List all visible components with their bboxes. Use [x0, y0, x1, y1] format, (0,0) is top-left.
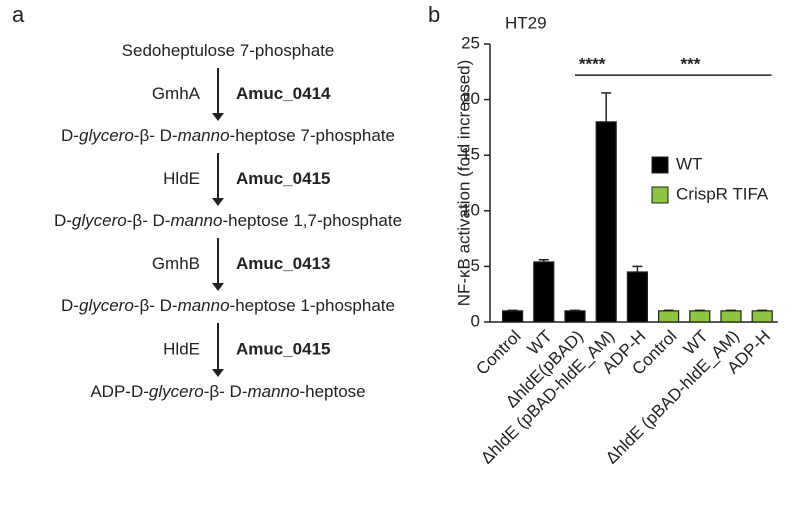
y-axis-label: NF-κB activation (fold increased): [454, 60, 473, 307]
compound-part: glycero: [149, 382, 204, 401]
legend-label: CrispR TIFA: [676, 184, 769, 203]
y-tick-label: 25: [461, 33, 480, 52]
gene: Amuc_0414: [236, 84, 331, 103]
legend-swatch: [651, 186, 669, 204]
compound-part: Sedoheptulose 7-phosphate: [122, 41, 335, 60]
significance-label: ***: [681, 55, 701, 74]
gene: Amuc_0413: [236, 254, 331, 273]
compound: Sedoheptulose 7-phosphate: [122, 41, 335, 60]
compound-part: -β- D-: [134, 126, 178, 145]
legend-label: WT: [676, 154, 702, 173]
chart-title: HT29: [505, 13, 547, 32]
compound: ADP-D-glycero-β- D-manno-heptose: [90, 382, 365, 401]
bar: [626, 271, 649, 323]
bar: [689, 310, 711, 323]
compound: D-glycero-β- D-manno-heptose 1,7-phospha…: [54, 211, 402, 230]
compound-part: manno: [178, 126, 230, 145]
compound-part: glycero: [72, 211, 127, 230]
y-tick-label: 0: [471, 311, 480, 330]
enzyme: GmhA: [152, 84, 201, 103]
gene: Amuc_0415: [236, 169, 331, 188]
panel-label: b: [428, 2, 440, 27]
compound-part: manno: [178, 296, 230, 315]
compound: D-glycero-β- D-manno-heptose 7-phosphate: [61, 126, 395, 145]
bar: [720, 310, 742, 323]
bar: [751, 310, 773, 323]
arrow-head: [212, 283, 224, 291]
compound-part: D-: [54, 211, 72, 230]
enzyme: GmhB: [152, 254, 200, 273]
bar: [502, 310, 524, 323]
compound-part: glycero: [79, 296, 134, 315]
arrow-head: [212, 198, 224, 206]
compound-part: -β- D-: [127, 211, 171, 230]
bar: [595, 121, 617, 323]
bar: [657, 310, 680, 323]
compound-part: -heptose 1-phosphate: [230, 296, 395, 315]
enzyme: HldE: [163, 169, 200, 188]
significance-label: ****: [579, 55, 606, 74]
compound-part: ADP-D-: [90, 382, 149, 401]
bar: [533, 261, 555, 323]
gene: Amuc_0415: [236, 339, 331, 358]
compound-part: D-: [61, 126, 79, 145]
compound-part: -heptose: [299, 382, 365, 401]
compound-part: -β- D-: [134, 296, 178, 315]
enzyme: HldE: [163, 339, 200, 358]
x-tick-label: Control: [472, 327, 524, 379]
y-tick-label: 15: [461, 145, 480, 164]
arrow-head: [212, 369, 224, 377]
compound: D-glycero-β- D-manno-heptose 1-phosphate: [61, 296, 395, 315]
compound-part: -β- D-: [204, 382, 248, 401]
y-tick-label: 10: [461, 200, 480, 219]
y-tick-label: 5: [471, 256, 480, 275]
compound-part: -heptose 1,7-phosphate: [222, 211, 402, 230]
arrow-head: [212, 113, 224, 121]
panel-label: a: [12, 2, 25, 27]
compound-part: manno: [247, 382, 299, 401]
compound-part: manno: [170, 211, 222, 230]
compound-part: D-: [61, 296, 79, 315]
y-tick-label: 20: [461, 89, 480, 108]
compound-part: -heptose 7-phosphate: [230, 126, 395, 145]
legend-swatch: [651, 156, 669, 174]
bar: [564, 310, 586, 323]
compound-part: glycero: [79, 126, 134, 145]
